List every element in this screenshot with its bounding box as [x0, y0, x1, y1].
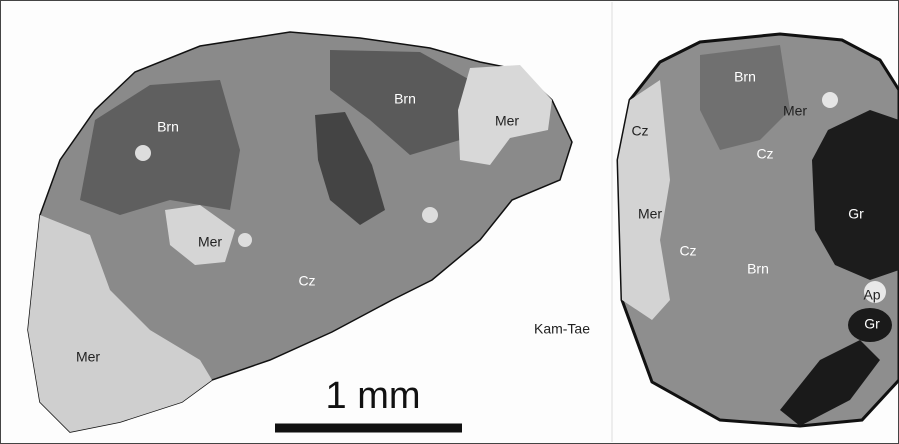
- phase-label: Brn: [747, 261, 769, 277]
- phase-label: Mer: [76, 349, 100, 365]
- phase-label: Cz: [631, 123, 648, 139]
- phase-label: Mer: [198, 234, 222, 250]
- phase-label: Gr: [864, 316, 880, 332]
- sample-label: Kam-Tae: [534, 321, 590, 337]
- inclusion: [422, 207, 438, 223]
- phase-label: Ap: [863, 287, 880, 303]
- scale-label: 1 mm: [326, 375, 421, 417]
- phase-label: Brn: [394, 91, 416, 107]
- phase-label: Gr: [848, 206, 864, 222]
- phase-label: Cz: [756, 146, 773, 162]
- phase-label: Mer: [783, 103, 807, 119]
- inclusion: [238, 233, 252, 247]
- phase-label: Brn: [157, 119, 179, 135]
- phase-label: Cz: [679, 243, 696, 259]
- right-grain: [618, 34, 899, 426]
- inclusion: [135, 145, 151, 161]
- phase-label: Cz: [298, 273, 315, 289]
- phase-label: Mer: [638, 206, 662, 222]
- micrograph: 1 mm Kam-Tae Brn Brn Mer Mer Cz Mer Brn Mer Cz Cz…: [0, 0, 899, 444]
- inclusion: [822, 92, 838, 108]
- phase-label: Mer: [495, 113, 519, 129]
- phase-label: Brn: [734, 69, 756, 85]
